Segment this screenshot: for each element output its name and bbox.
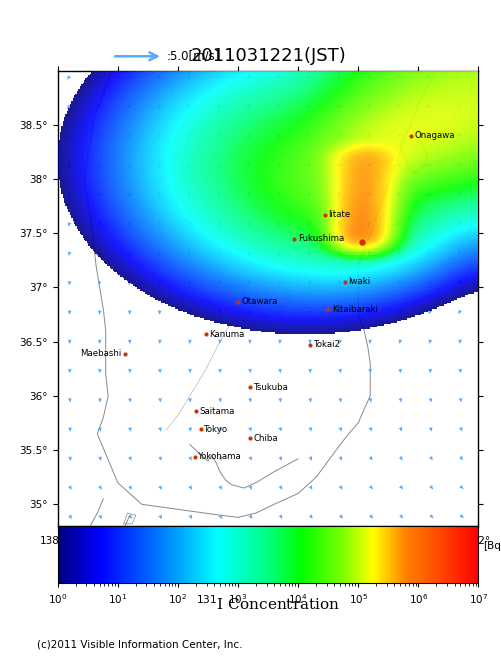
Text: Maebashi: Maebashi [80, 349, 121, 358]
Text: Tokyo: Tokyo [204, 425, 228, 434]
Text: Fukushima: Fukushima [298, 234, 344, 243]
Text: (c)2011 Visible Information Center, Inc.: (c)2011 Visible Information Center, Inc. [37, 640, 242, 650]
Text: Tsukuba: Tsukuba [254, 383, 289, 391]
Text: Iitate: Iitate [328, 210, 350, 219]
Text: Kanuma: Kanuma [209, 330, 244, 339]
Text: 2011031221(JST): 2011031221(JST) [190, 47, 346, 65]
Text: Onagawa: Onagawa [415, 131, 455, 140]
Text: :5.0[m/s]: :5.0[m/s] [167, 50, 220, 63]
Text: Tokai2: Tokai2 [314, 341, 341, 349]
Text: [Bq/m³]: [Bq/m³] [482, 541, 501, 551]
Text: Saitama: Saitama [199, 407, 235, 416]
Text: Otawara: Otawara [241, 297, 278, 306]
Text: $^{131}$I Concentration: $^{131}$I Concentration [196, 594, 340, 613]
Text: Yokohama: Yokohama [198, 452, 242, 461]
Text: Iwaki: Iwaki [349, 277, 371, 287]
Text: Chiba: Chiba [254, 434, 278, 443]
Text: Kitaibaraki: Kitaibaraki [332, 304, 378, 314]
